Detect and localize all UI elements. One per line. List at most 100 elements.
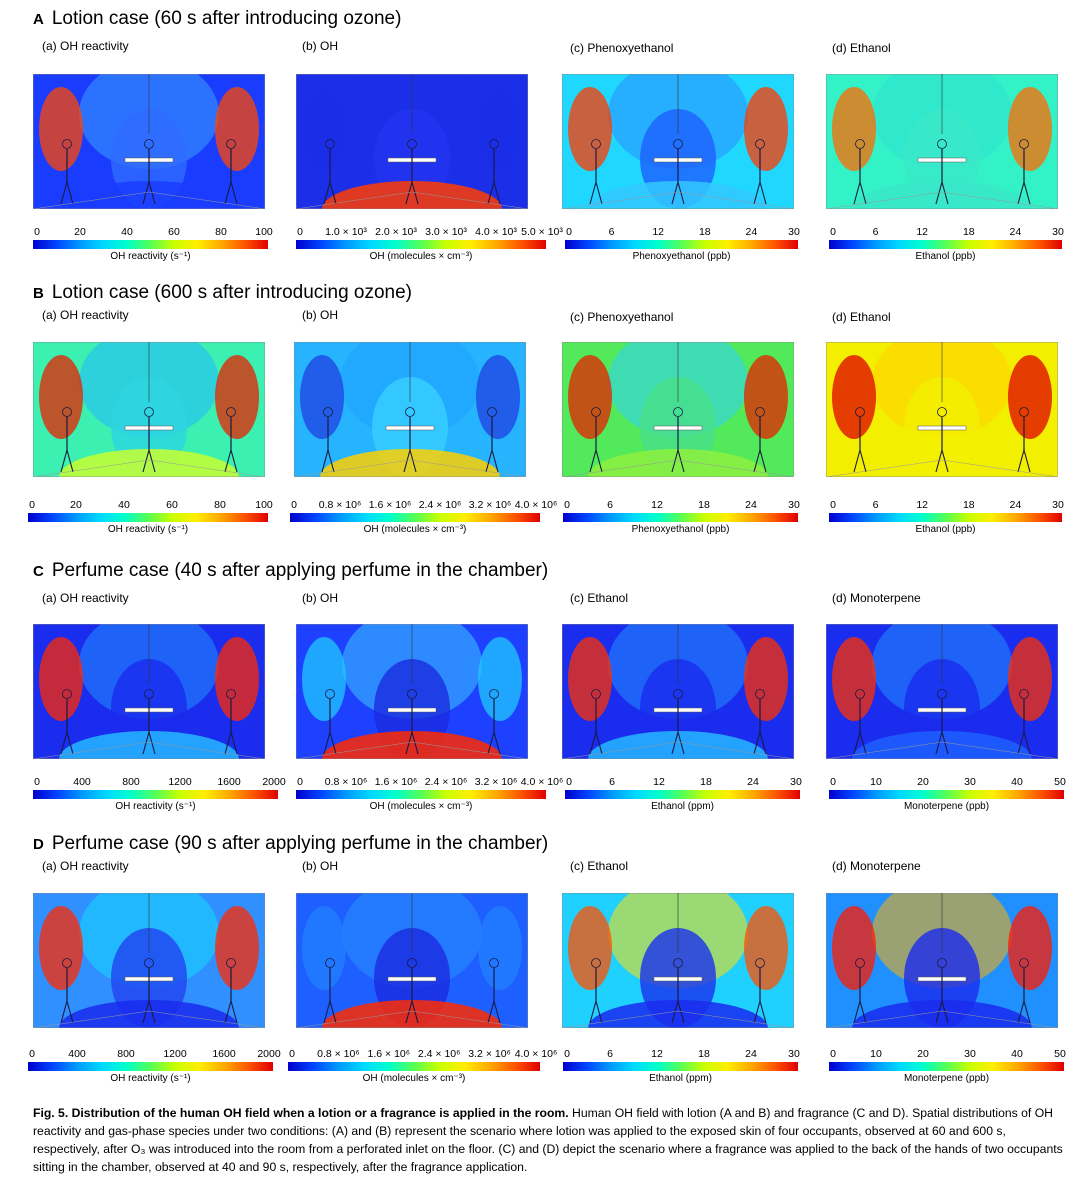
colorbar-tick: 800 (117, 1048, 135, 1060)
field-plot (826, 74, 1058, 209)
panel-label: (d) Ethanol (832, 310, 891, 324)
colorbar-gradient (28, 1062, 273, 1071)
colorbar-gradient (28, 513, 268, 522)
field-plot (826, 624, 1058, 759)
colorbar-tick: 18 (962, 499, 975, 511)
colorbar-label: Ethanol (ppm) (651, 801, 714, 812)
colorbar-gradient (296, 790, 546, 799)
section-letter: B (33, 285, 44, 302)
colorbar-tick: 18 (962, 226, 975, 238)
colorbar-tick: 30 (790, 776, 802, 788)
colorbar-tick: 2.0 × 10³ (375, 226, 417, 238)
colorbar-gradient (829, 513, 1062, 522)
heatmap-panel (296, 624, 528, 759)
colorbar: 0 6 12 18 24 30 Ethanol (ppb) (829, 499, 1064, 537)
colorbar: 0 10 20 30 40 50 Monoterpene (ppb) (829, 1048, 1066, 1086)
field-plot (562, 74, 794, 209)
section-title-text: Lotion case (600 s after introducing ozo… (51, 282, 413, 303)
section-letter: A (33, 11, 44, 28)
colorbar-tick: 6 (872, 499, 879, 511)
colorbar-label: Phenoxyethanol (ppb) (632, 251, 731, 262)
section-title-c: C Perfume case (40 s after applying perfu… (33, 560, 548, 582)
colorbar-tick: 18 (698, 226, 711, 238)
colorbar-tick: 0 (297, 226, 303, 238)
colorbar-tick: 3.0 × 10³ (425, 226, 467, 238)
colorbar-tick: 3.2 × 10⁶ (474, 776, 518, 788)
heatmap-panel (826, 342, 1058, 477)
colorbar-tick: 0 (289, 1048, 295, 1060)
colorbar-tick: 100 (255, 226, 273, 238)
panel-label: (b) OH (302, 859, 338, 873)
colorbar-tick: 20 (917, 1048, 929, 1060)
colorbar: 0 6 12 18 24 30 Ethanol (ppm) (565, 776, 802, 814)
colorbar-tick: 50 (1054, 776, 1066, 788)
colorbar: 0 6 12 18 24 30 Phenoxyethanol (ppb) (565, 226, 800, 264)
colorbar: 0 10 20 30 40 50 Monoterpene (ppb) (829, 776, 1066, 814)
field-plot (826, 893, 1058, 1028)
colorbar-tick: 1.6 × 10⁶ (367, 1048, 411, 1060)
colorbar-tick: 24 (745, 1048, 757, 1060)
colorbar-gradient (565, 790, 800, 799)
heatmap-panel (826, 893, 1058, 1028)
colorbar-tick: 12 (652, 226, 665, 238)
panel-label: (d) Monoterpene (832, 591, 921, 605)
colorbar-tick: 0 (564, 499, 570, 511)
caption-body: Human OH field with lotion (A and B) and… (33, 1106, 1063, 1174)
colorbar-tick: 0 (564, 1048, 570, 1060)
colorbar-tick: 40 (1011, 1048, 1023, 1060)
section-title-text: Perfume case (90 s after applying perfum… (51, 833, 549, 854)
heatmap-panel (294, 342, 526, 477)
colorbar-label: OH reactivity (s⁻¹) (110, 251, 191, 262)
heatmap-panel (562, 893, 794, 1028)
colorbar-tick: 2.4 × 10⁶ (424, 776, 468, 788)
colorbar-tick: 2000 (262, 776, 286, 788)
section-title-d: D Perfume case (90 s after applying perfu… (33, 833, 548, 855)
section-title-text: Lotion case (60 s after introducing ozon… (51, 8, 402, 29)
colorbar-tick: 0 (29, 499, 35, 511)
colorbar-label: Ethanol (ppb) (915, 524, 976, 535)
colorbar-gradient (829, 240, 1062, 249)
colorbar-tick: 0 (29, 1048, 35, 1060)
colorbar-label: OH reactivity (s⁻¹) (110, 1073, 191, 1084)
heatmap-panel (562, 624, 794, 759)
colorbar-tick: 1200 (163, 1048, 187, 1060)
colorbar-tick: 3.2 × 10⁶ (468, 499, 512, 511)
colorbar-tick: 6 (607, 499, 613, 511)
section-letter: D (33, 836, 44, 853)
field-plot (826, 342, 1058, 477)
colorbar-tick: 6 (607, 1048, 613, 1060)
colorbar-tick: 2000 (257, 1048, 281, 1060)
colorbar-tick: 80 (215, 226, 227, 238)
heatmap-panel (826, 624, 1058, 759)
colorbar-tick: 12 (651, 1048, 663, 1060)
heatmap-panel (826, 74, 1058, 209)
colorbar-tick: 30 (1052, 499, 1064, 511)
colorbar: 0 0.8 × 10⁶ 1.6 × 10⁶ 2.4 × 10⁶ 3.2 × 10⁶ 4.0… (296, 776, 563, 814)
colorbar-tick: 0 (566, 776, 572, 788)
colorbar-tick: 24 (1009, 226, 1022, 238)
colorbar-gradient (296, 240, 546, 249)
colorbar-tick: 0 (830, 776, 836, 788)
colorbar-tick: 400 (73, 776, 91, 788)
colorbar-tick: 18 (700, 776, 712, 788)
panel-label: (c) Ethanol (570, 591, 629, 605)
field-plot (33, 74, 265, 209)
colorbar-tick: 12 (651, 499, 663, 511)
colorbar-tick: 12 (916, 226, 929, 238)
heatmap-panel (33, 893, 265, 1028)
field-plot (562, 893, 794, 1028)
colorbar-tick: 400 (68, 1048, 86, 1060)
panel-label: (c) Ethanol (570, 859, 629, 873)
colorbar-tick: 30 (788, 226, 800, 238)
panel-label: (a) OH reactivity (42, 859, 129, 873)
colorbar-label: Ethanol (ppm) (649, 1073, 712, 1084)
colorbar: 0 6 12 18 24 30 Ethanol (ppb) (829, 226, 1064, 264)
panel-label: (b) OH (302, 591, 338, 605)
panel-label: (d) Monoterpene (832, 859, 921, 873)
colorbar: 0 400 800 1200 1600 2000 OH reactivity (s⁻¹) (28, 1048, 281, 1086)
colorbar-label: OH reactivity (s⁻¹) (115, 801, 196, 812)
panel-label: (a) OH reactivity (42, 308, 129, 322)
field-plot (33, 893, 265, 1028)
heatmap-panel (562, 74, 794, 209)
colorbar-tick: 100 (255, 499, 273, 511)
